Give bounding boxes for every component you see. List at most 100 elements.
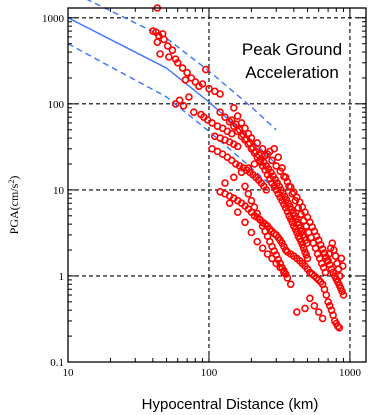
data-point [292, 308, 301, 316]
data-point [216, 108, 224, 116]
data-point [178, 64, 187, 72]
data-point [283, 178, 292, 186]
data-point [306, 294, 314, 303]
data-point [221, 113, 229, 121]
data-point [185, 93, 193, 101]
y-tick-label: 1000 [42, 13, 65, 25]
data-point [230, 104, 238, 112]
data-point [232, 160, 240, 168]
data-point [297, 227, 306, 236]
data-point [232, 120, 240, 128]
data-point [320, 249, 329, 257]
y-tick-label: 0.1 [50, 357, 64, 369]
data-point [337, 254, 346, 263]
data-point [216, 90, 224, 98]
data-point [241, 218, 249, 227]
data-point [181, 76, 190, 84]
data-point [325, 301, 334, 310]
data-point [253, 139, 262, 147]
data-point [286, 183, 295, 191]
data-point [263, 150, 272, 158]
data-point [324, 256, 332, 265]
data-point [270, 247, 279, 255]
x-tick-label: 10 [63, 367, 75, 379]
data-point [227, 129, 236, 138]
y-axis-label: PGA(cm/s2) [7, 176, 22, 235]
x-tick-label: 1000 [339, 367, 362, 379]
y-axis-label-sup: 2 [7, 180, 16, 184]
y-axis-label-close: ) [7, 176, 21, 180]
data-point [195, 82, 203, 91]
data-point [338, 262, 347, 270]
chart-title-line-2: Acceleration [245, 63, 339, 82]
data-point [325, 260, 334, 269]
data-point [247, 196, 256, 205]
data-point [244, 164, 253, 172]
data-point [190, 108, 198, 116]
data-point [230, 122, 238, 130]
data-point [256, 215, 264, 224]
data-point [339, 291, 348, 299]
data-point [314, 308, 323, 316]
data-point [237, 168, 246, 177]
data-point [335, 323, 344, 332]
data-point [328, 239, 337, 247]
data-point [153, 38, 162, 47]
data-point [171, 100, 180, 108]
data-point [318, 245, 327, 253]
data-point [165, 53, 173, 61]
tick-labels: 10 100 1000 0.1 1 10 100 1000 [42, 13, 361, 379]
y-tick-label: 1 [59, 271, 65, 283]
data-points [149, 4, 348, 332]
data-point [227, 116, 236, 124]
data-point [333, 322, 342, 331]
data-point [288, 190, 297, 198]
data-point [233, 142, 242, 151]
data-point [241, 182, 249, 191]
data-point [258, 244, 267, 252]
data-point [221, 179, 229, 187]
data-point [173, 58, 182, 67]
data-point [286, 280, 295, 289]
data-point [303, 239, 311, 247]
data-point [310, 301, 319, 310]
y-tick-label: 100 [48, 99, 65, 111]
data-point [283, 274, 292, 282]
data-point [250, 203, 259, 211]
axes [67, 7, 367, 363]
data-point [208, 119, 216, 127]
regression-line-dashed [67, 43, 277, 191]
data-point [247, 228, 256, 237]
plot-frame [67, 7, 367, 363]
data-point [321, 268, 330, 277]
data-point [316, 241, 325, 249]
data-point [258, 145, 267, 153]
data-point [152, 28, 160, 37]
data-point [322, 291, 331, 299]
data-point [233, 112, 242, 120]
data-point [253, 209, 262, 218]
data-point [302, 251, 311, 259]
data-point [263, 250, 272, 258]
data-point [329, 268, 337, 277]
data-point [202, 65, 210, 74]
data-point [230, 173, 238, 182]
data-point [318, 314, 327, 323]
data-point [292, 228, 301, 237]
data-point [225, 199, 234, 207]
data-point [156, 50, 164, 58]
data-point [268, 156, 276, 165]
data-point [274, 153, 283, 161]
data-point [303, 254, 312, 263]
data-point [244, 190, 253, 198]
x-axis-label: Hypocentral Distance (km) [142, 396, 319, 413]
data-point [253, 237, 262, 246]
data-point [276, 259, 285, 268]
data-point [280, 172, 288, 181]
grid [68, 8, 366, 362]
regression-lines [67, 0, 277, 191]
data-point [270, 145, 279, 153]
data-point [235, 126, 244, 134]
data-point [233, 208, 242, 216]
